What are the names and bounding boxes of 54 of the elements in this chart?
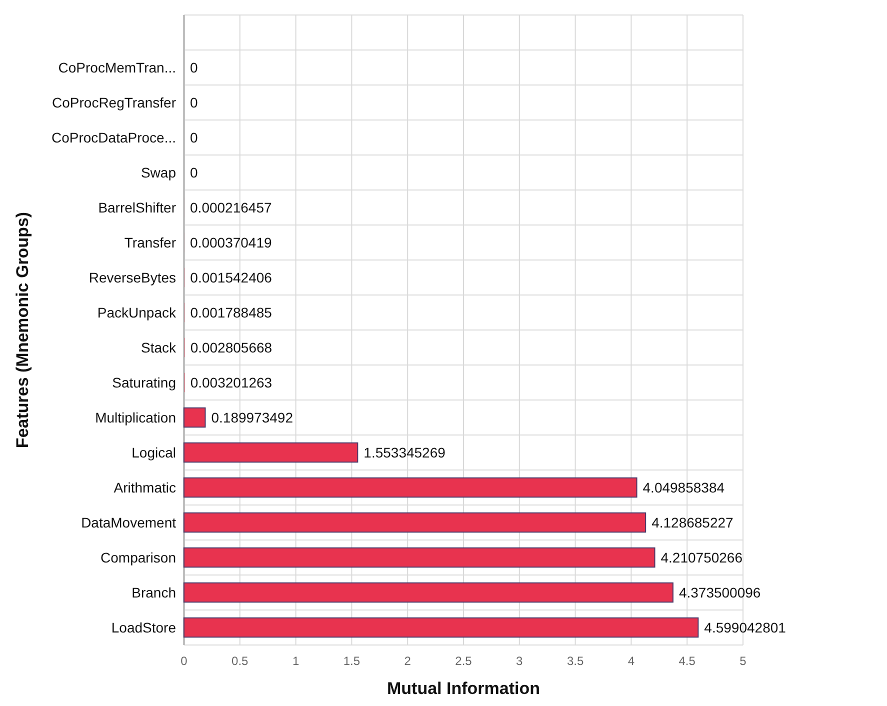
data-label: 0 xyxy=(190,130,198,146)
data-label: 0.000370419 xyxy=(190,234,272,250)
bar xyxy=(184,512,646,533)
data-label: 0 xyxy=(190,94,198,110)
x-axis-title: Mutual Information xyxy=(387,679,540,698)
bar xyxy=(184,477,638,498)
data-label: 0.003201263 xyxy=(190,374,272,390)
y-tick-label: LoadStore xyxy=(111,620,176,636)
y-tick-label: Comparison xyxy=(100,550,176,566)
y-tick-label: PackUnpack xyxy=(97,304,177,320)
y-tick-label: Logical xyxy=(132,444,176,460)
data-label: 0.189973492 xyxy=(211,410,294,426)
bar xyxy=(184,407,206,428)
bar xyxy=(184,547,656,568)
y-tick-label: Stack xyxy=(140,340,177,356)
data-label: 1.553345269 xyxy=(364,444,446,460)
y-tick-label: CoProcDataProce... xyxy=(52,130,176,146)
y-tick-label: Transfer xyxy=(124,234,176,250)
x-tick-label: 4.5 xyxy=(678,654,696,668)
y-tick-label: CoProcRegTransfer xyxy=(52,94,176,110)
data-label: 4.210750266 xyxy=(660,550,743,566)
bar xyxy=(184,582,674,603)
data-label: 0.002805668 xyxy=(190,340,272,356)
data-label: 0 xyxy=(190,164,198,180)
data-label: 0 xyxy=(190,60,198,76)
y-tick-label: BarrelShifter xyxy=(98,200,176,216)
y-tick-label: DataMovement xyxy=(81,514,176,530)
x-tick-label: 3.5 xyxy=(566,654,584,668)
y-tick-label: Saturating xyxy=(112,374,176,390)
x-tick-label: 2.5 xyxy=(455,654,472,668)
y-tick-label: Branch xyxy=(132,584,176,600)
data-label: 4.128685227 xyxy=(652,514,734,530)
x-tick-label: 4 xyxy=(628,654,635,668)
y-tick-label: Swap xyxy=(140,164,176,180)
bar xyxy=(184,442,358,463)
x-tick-label: 3 xyxy=(516,654,524,668)
y-tick-label: ReverseBytes xyxy=(88,270,176,286)
x-tick-label: 1.5 xyxy=(343,654,360,668)
data-label: 4.373500096 xyxy=(678,584,761,600)
x-tick-label: 0.5 xyxy=(232,654,249,668)
x-tick-label: 1 xyxy=(292,654,300,668)
x-tick-label: 2 xyxy=(404,654,412,668)
y-tick-label: Arithmatic xyxy=(114,480,176,496)
data-label: 0.000216457 xyxy=(190,200,272,216)
y-tick-label: CoProcMemTran... xyxy=(58,60,176,76)
data-label: 0.001542406 xyxy=(190,270,272,286)
x-tick-label: 0 xyxy=(180,654,188,668)
data-label: 4.599042801 xyxy=(704,620,786,636)
y-tick-label: Multiplication xyxy=(95,410,176,426)
data-label: 0.001788485 xyxy=(190,304,272,320)
x-tick-label: 5 xyxy=(740,654,747,668)
y-axis-title: Features (Mnemonic Groups) xyxy=(13,212,32,448)
data-label: 4.049858384 xyxy=(642,480,725,496)
bar xyxy=(184,617,699,638)
